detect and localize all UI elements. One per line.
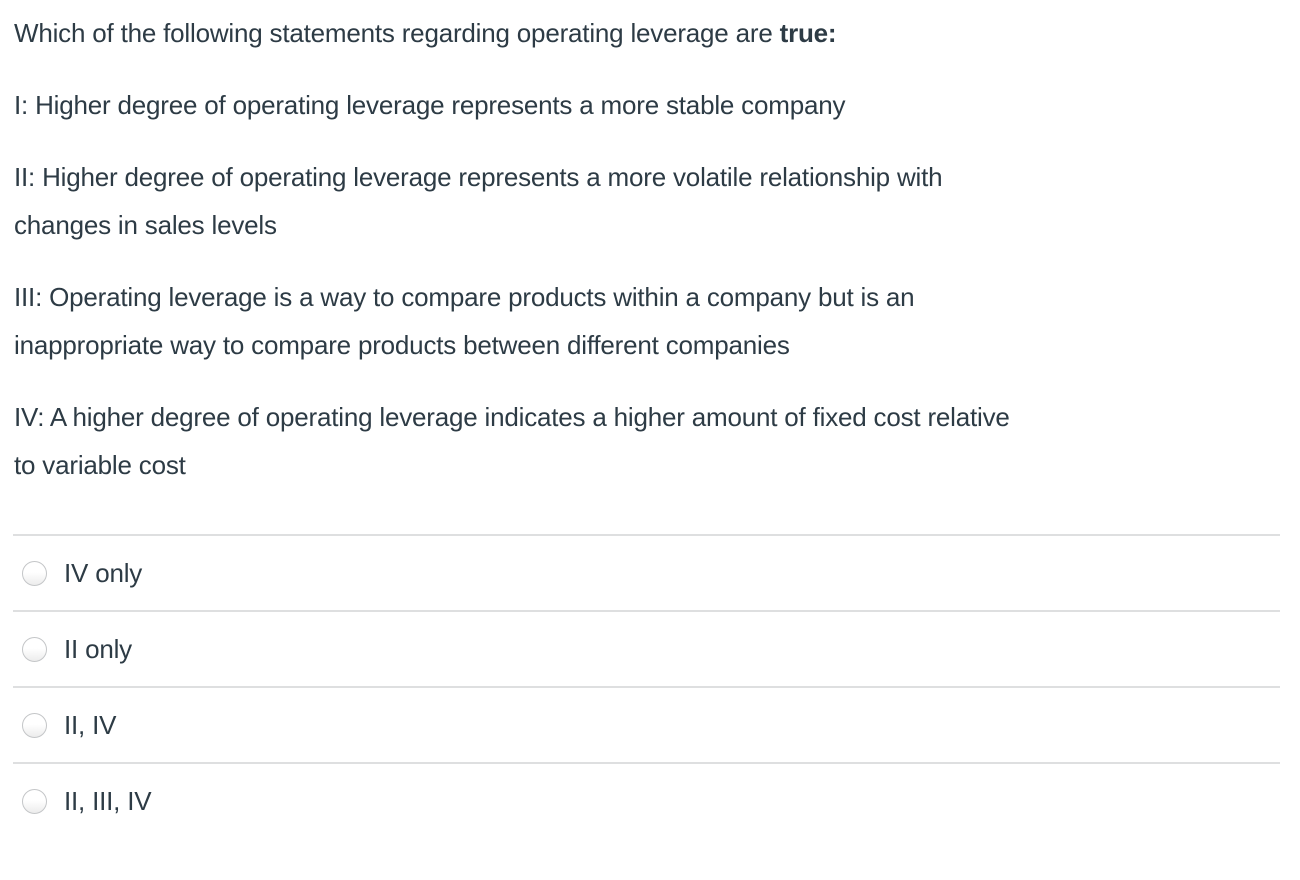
answer-option-label[interactable]: IV only (64, 558, 143, 588)
answer-option-label[interactable]: II, III, IV (64, 786, 152, 816)
radio-button-icon[interactable] (22, 788, 47, 814)
question-stem-bold: true: (779, 18, 837, 48)
answer-options-list: IV only II only II, IV II, III, IV (0, 534, 1300, 838)
answer-option-ii-iv[interactable]: II, IV (13, 686, 1280, 762)
statement-4: IV: A higher degree of operating leverag… (14, 402, 1010, 480)
radio-button-icon[interactable] (22, 712, 47, 738)
statement-3: III: Operating leverage is a way to comp… (14, 282, 915, 360)
statement-2: II: Higher degree of operating leverage … (14, 162, 943, 240)
question-stem-text: Which of the following statements regard… (14, 18, 780, 48)
question-text-block: Which of the following statements regard… (14, 9, 1272, 480)
answer-option-ii-iii-iv[interactable]: II, III, IV (13, 762, 1280, 838)
statement-1: I: Higher degree of operating leverage r… (14, 90, 846, 120)
answer-option-label[interactable]: II, IV (64, 710, 117, 740)
question-stem: Which of the following statements regard… (14, 9, 1272, 57)
answer-option-iv-only[interactable]: IV only (13, 534, 1280, 610)
answer-option-label[interactable]: II only (64, 634, 132, 664)
answer-option-ii-only[interactable]: II only (13, 610, 1280, 686)
radio-button-icon[interactable] (22, 560, 47, 586)
radio-button-icon[interactable] (22, 636, 47, 662)
